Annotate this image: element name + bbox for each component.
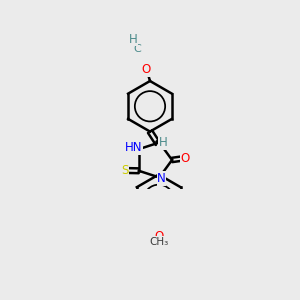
Text: O: O	[181, 152, 190, 165]
Text: O: O	[142, 63, 151, 76]
Text: S: S	[121, 164, 128, 177]
Text: C: C	[134, 44, 142, 54]
Text: N: N	[157, 172, 166, 185]
Text: O: O	[154, 230, 163, 243]
Text: HN: HN	[125, 141, 142, 154]
Text: H: H	[129, 33, 137, 46]
Text: CH₃: CH₃	[149, 237, 169, 247]
Text: H: H	[159, 136, 168, 149]
